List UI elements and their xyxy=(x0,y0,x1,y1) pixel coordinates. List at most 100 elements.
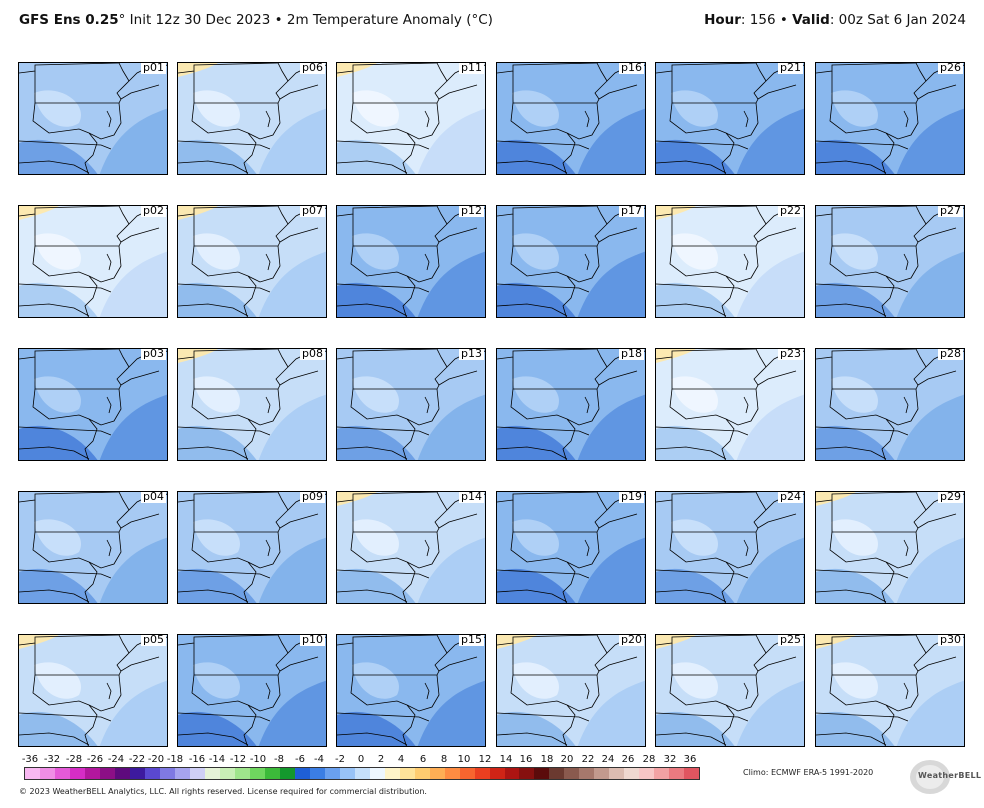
member-label: p17 xyxy=(619,205,644,217)
colorbar-swatch xyxy=(669,768,685,779)
ensemble-member-panel: p14 xyxy=(336,491,486,604)
colorbar-tick: -18 xyxy=(166,754,184,765)
colorbar-tick: 14 xyxy=(499,754,513,765)
colorbar-tick: -20 xyxy=(147,754,165,765)
colorbar-swatch xyxy=(249,768,265,779)
colorbar-tick: -14 xyxy=(208,754,226,765)
member-label: p18 xyxy=(619,348,644,360)
ensemble-member-panel: p27 xyxy=(815,205,965,318)
colorbar-tick: -36 xyxy=(21,754,39,765)
member-label: p22 xyxy=(778,205,803,217)
colorbar-swatch xyxy=(189,768,205,779)
colorbar-tick: 12 xyxy=(478,754,492,765)
colorbar-tick: -26 xyxy=(86,754,104,765)
colorbar-swatch xyxy=(609,768,625,779)
ensemble-member-panel: p01 xyxy=(18,62,168,175)
anomaly-map xyxy=(656,63,804,174)
colorbar-swatch xyxy=(174,768,190,779)
ensemble-member-panel: p12 xyxy=(336,205,486,318)
colorbar-swatch xyxy=(504,768,520,779)
member-label: p23 xyxy=(778,348,803,360)
member-label: p28 xyxy=(938,348,963,360)
anomaly-map xyxy=(19,349,167,460)
colorbar-swatch xyxy=(84,768,100,779)
member-label: p15 xyxy=(459,634,484,646)
colorbar-tick-labels: -36 -32 -28 -26 -24 -22 -20 -18 -16 -14 -12 -10 -8 -6… xyxy=(0,754,720,766)
colorbar-swatch xyxy=(25,768,40,779)
colorbar-swatch xyxy=(114,768,130,779)
ensemble-member-panel: p19 xyxy=(496,491,646,604)
valid-time: Hour: 156 • Valid: 00z Sat 6 Jan 2024 xyxy=(704,12,966,28)
colorbar-swatch xyxy=(144,768,160,779)
ensemble-member-panel: p25 xyxy=(655,634,805,747)
member-label: p08 xyxy=(300,348,325,360)
member-label: p26 xyxy=(938,62,963,74)
anomaly-map xyxy=(178,63,326,174)
colorbar-tick: -32 xyxy=(43,754,61,765)
copyright-note: © 2023 WeatherBELL Analytics, LLC. All r… xyxy=(19,787,427,796)
member-label: p10 xyxy=(300,634,325,646)
colorbar-swatch xyxy=(444,768,460,779)
member-label: p27 xyxy=(938,205,963,217)
colorbar-swatch xyxy=(459,768,475,779)
ensemble-member-panel: p20 xyxy=(496,634,646,747)
colorbar-tick: 10 xyxy=(457,754,471,765)
colorbar-tick: 26 xyxy=(621,754,635,765)
anomaly-map xyxy=(497,206,645,317)
member-label: p11 xyxy=(459,62,484,74)
colorbar-swatch xyxy=(129,768,145,779)
colorbar-swatch xyxy=(234,768,250,779)
ensemble-member-panel: p09 xyxy=(177,491,327,604)
colorbar-tick: -2 xyxy=(335,754,345,765)
colorbar-swatch xyxy=(384,768,400,779)
ensemble-member-panel: p30 xyxy=(815,634,965,747)
colorbar-swatch xyxy=(204,768,220,779)
ensemble-member-panel: p04 xyxy=(18,491,168,604)
member-label: p21 xyxy=(778,62,803,74)
colorbar-tick: 36 xyxy=(683,754,697,765)
anomaly-map xyxy=(816,206,964,317)
anomaly-map xyxy=(656,635,804,746)
ensemble-member-panel: p05 xyxy=(18,634,168,747)
ensemble-member-panel: p22 xyxy=(655,205,805,318)
colorbar-swatch xyxy=(549,768,565,779)
anomaly-map xyxy=(337,63,485,174)
colorbar-tick: -24 xyxy=(107,754,125,765)
colorbar-swatch xyxy=(474,768,490,779)
ensemble-member-panel: p24 xyxy=(655,491,805,604)
colorbar-tick: 32 xyxy=(663,754,677,765)
colorbar-swatch xyxy=(534,768,550,779)
ensemble-member-panel: p21 xyxy=(655,62,805,175)
member-label: p07 xyxy=(300,205,325,217)
anomaly-map xyxy=(178,635,326,746)
member-label: p30 xyxy=(938,634,963,646)
colorbar-swatch xyxy=(624,768,640,779)
colorbar-swatch xyxy=(324,768,340,779)
member-label: p12 xyxy=(459,205,484,217)
anomaly-map xyxy=(19,63,167,174)
colorbar xyxy=(24,767,700,780)
ensemble-member-panel: p10 xyxy=(177,634,327,747)
map-title: GFS Ens 0.25° Init 12z 30 Dec 2023 • 2m … xyxy=(19,12,493,28)
colorbar-swatch xyxy=(339,768,355,779)
member-label: p03 xyxy=(141,348,166,360)
anomaly-map xyxy=(816,63,964,174)
member-label: p24 xyxy=(778,491,803,503)
colorbar-swatch xyxy=(369,768,385,779)
ensemble-member-panel: p07 xyxy=(177,205,327,318)
ensemble-member-panel: p23 xyxy=(655,348,805,461)
colorbar-swatch xyxy=(279,768,295,779)
anomaly-map xyxy=(816,492,964,603)
colorbar-tick: -4 xyxy=(314,754,324,765)
ensemble-member-panel: p29 xyxy=(815,491,965,604)
colorbar-tick: -6 xyxy=(295,754,305,765)
colorbar-tick: 8 xyxy=(440,754,448,765)
colorbar-tick: -8 xyxy=(274,754,284,765)
anomaly-map xyxy=(656,492,804,603)
colorbar-swatch xyxy=(309,768,325,779)
colorbar-swatch xyxy=(519,768,535,779)
ensemble-member-panel: p02 xyxy=(18,205,168,318)
anomaly-map xyxy=(337,492,485,603)
member-label: p20 xyxy=(619,634,644,646)
colorbar-tick: -16 xyxy=(188,754,206,765)
